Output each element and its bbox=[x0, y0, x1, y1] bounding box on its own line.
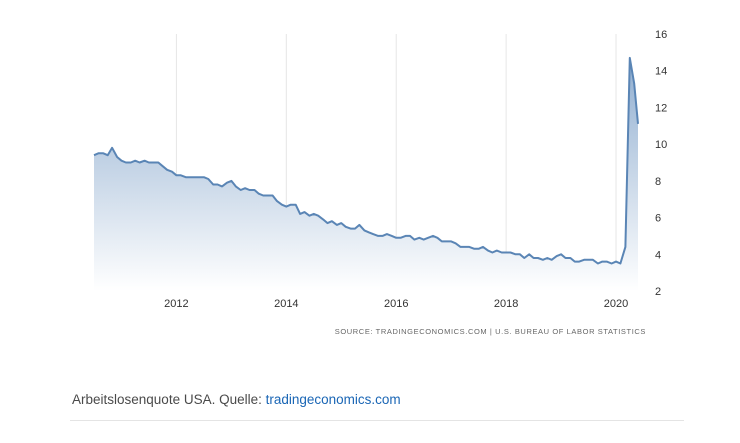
area-fill bbox=[94, 57, 638, 292]
y-tick-label: 14 bbox=[655, 66, 667, 78]
y-tick-label: 2 bbox=[655, 286, 661, 298]
y-tick-label: 10 bbox=[655, 139, 667, 151]
x-tick-label: 2016 bbox=[384, 298, 408, 310]
y-axis: 2 4 6 8 10 12 14 16 bbox=[655, 29, 667, 298]
source-note: SOURCE: TRADINGECONOMICS.COM | U.S. BURE… bbox=[335, 327, 646, 336]
y-tick-label: 16 bbox=[655, 29, 667, 41]
chart-caption: Arbeitslosenquote USA. Quelle: tradingec… bbox=[72, 392, 401, 407]
caption-link[interactable]: tradingeconomics.com bbox=[265, 392, 401, 407]
y-tick-label: 6 bbox=[655, 213, 661, 225]
x-tick-label: 2020 bbox=[604, 298, 628, 310]
caption-text: Arbeitslosenquote USA. Quelle: bbox=[72, 392, 266, 407]
series-line bbox=[93, 56, 639, 265]
y-tick-label: 4 bbox=[655, 249, 661, 261]
x-tick-label: 2018 bbox=[494, 298, 518, 310]
divider bbox=[70, 420, 684, 421]
x-axis: 2012 2014 2016 2018 2020 bbox=[164, 298, 628, 310]
y-tick-label: 12 bbox=[655, 102, 667, 114]
y-tick-label: 8 bbox=[655, 176, 661, 188]
x-tick-label: 2014 bbox=[274, 298, 298, 310]
x-tick-label: 2012 bbox=[164, 298, 188, 310]
